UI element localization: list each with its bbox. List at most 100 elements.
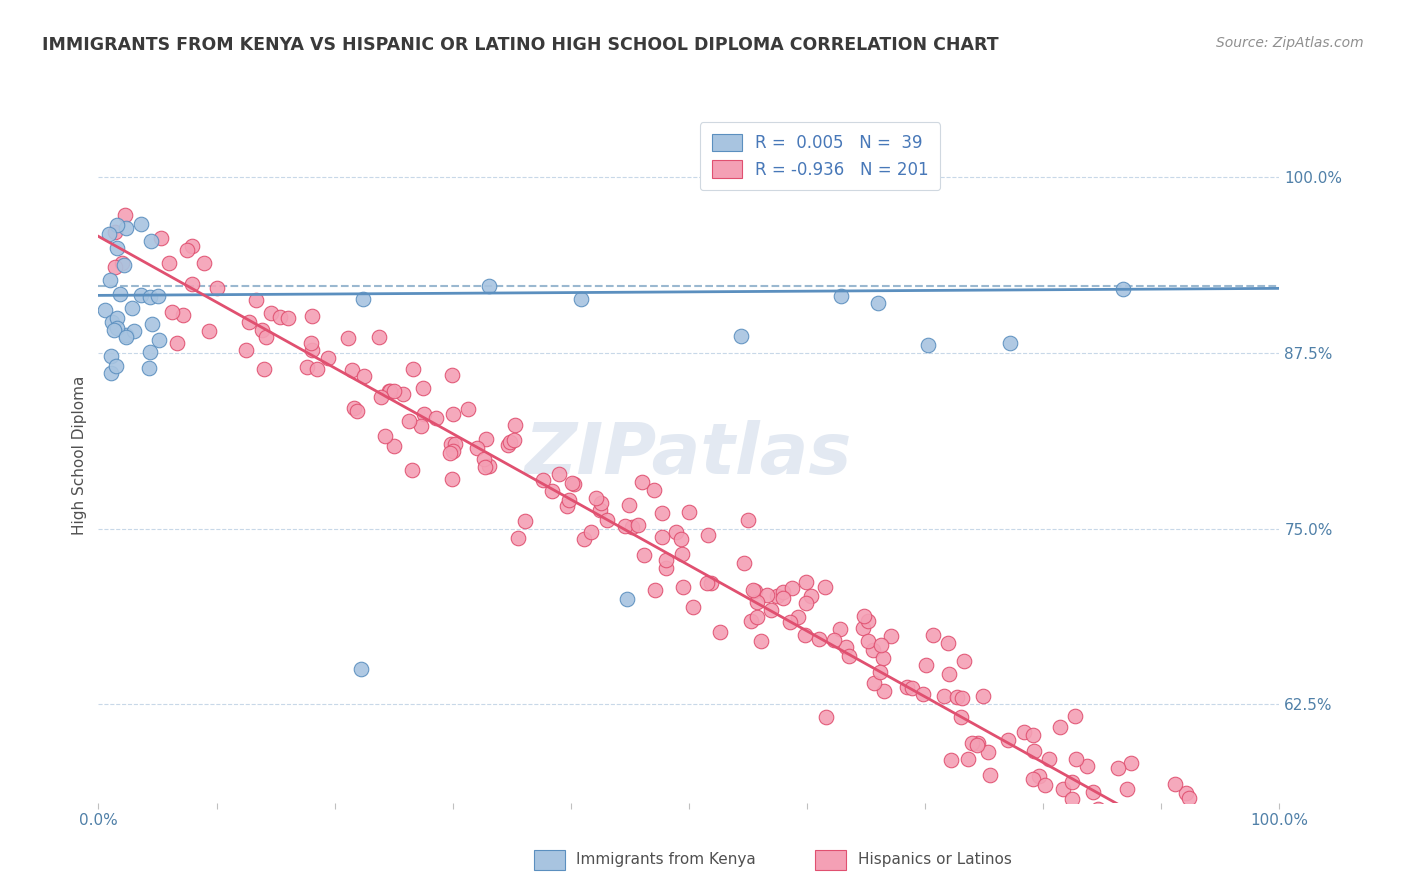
- Point: [1174, 786, 1197, 800]
- Point: [353, 369, 375, 384]
- Point: [503, 417, 526, 432]
- Point: [793, 628, 815, 642]
- Point: [967, 736, 990, 750]
- Point: [870, 638, 893, 652]
- Point: [346, 404, 368, 418]
- Point: [112, 259, 135, 273]
- Point: [1064, 709, 1087, 723]
- Text: IMMIGRANTS FROM KENYA VS HISPANIC OR LATINO HIGH SCHOOL DIPLOMA CORRELATION CHAR: IMMIGRANTS FROM KENYA VS HISPANIC OR LAT…: [42, 36, 998, 54]
- Point: [998, 335, 1021, 350]
- Point: [558, 492, 581, 507]
- Point: [957, 752, 980, 766]
- Point: [439, 446, 461, 460]
- Point: [198, 324, 221, 338]
- Point: [574, 532, 596, 546]
- Point: [696, 575, 718, 590]
- Point: [162, 305, 184, 319]
- Point: [402, 362, 425, 376]
- Point: [540, 484, 562, 499]
- Point: [972, 690, 994, 704]
- Point: [1182, 857, 1205, 871]
- Point: [709, 624, 731, 639]
- Point: [950, 691, 973, 706]
- Point: [180, 238, 202, 252]
- Point: [350, 662, 373, 676]
- Point: [1181, 890, 1204, 892]
- Point: [506, 531, 529, 545]
- Point: [979, 768, 1001, 782]
- Point: [737, 513, 759, 527]
- Point: [1178, 791, 1201, 805]
- Point: [368, 330, 391, 344]
- Point: [950, 710, 973, 724]
- Point: [122, 324, 145, 338]
- Point: [103, 323, 125, 337]
- Point: [444, 437, 467, 451]
- Point: [852, 621, 875, 635]
- Point: [105, 219, 128, 233]
- Point: [131, 288, 153, 302]
- Point: [1159, 840, 1181, 855]
- Point: [786, 610, 808, 624]
- Point: [297, 359, 319, 374]
- Point: [441, 444, 464, 458]
- Point: [564, 476, 586, 491]
- Point: [115, 330, 138, 344]
- Point: [1022, 772, 1045, 786]
- Point: [922, 628, 945, 642]
- Point: [1049, 721, 1071, 735]
- Point: [1105, 810, 1128, 824]
- Point: [531, 473, 554, 487]
- Point: [941, 753, 963, 767]
- Point: [277, 310, 299, 325]
- Point: [555, 499, 578, 513]
- Point: [138, 361, 160, 376]
- Point: [733, 556, 755, 570]
- Text: Hispanics or Latinos: Hispanics or Latinos: [858, 853, 1011, 867]
- Point: [741, 582, 763, 597]
- Point: [548, 467, 571, 482]
- Point: [472, 451, 495, 466]
- Point: [585, 491, 607, 506]
- Point: [301, 309, 323, 323]
- Point: [651, 506, 673, 520]
- Point: [1052, 782, 1074, 797]
- Point: [1107, 761, 1129, 775]
- Point: [938, 666, 960, 681]
- Legend: R =  0.005   N =  39, R = -0.936   N = 201: R = 0.005 N = 39, R = -0.936 N = 201: [700, 122, 941, 190]
- Point: [496, 437, 519, 451]
- Point: [1121, 756, 1143, 770]
- Point: [441, 472, 464, 486]
- Point: [900, 681, 922, 695]
- Point: [443, 407, 465, 421]
- Point: [1211, 838, 1233, 853]
- Point: [896, 681, 918, 695]
- Point: [150, 231, 173, 245]
- Point: [250, 323, 273, 337]
- Point: [104, 225, 127, 239]
- Point: [384, 384, 406, 398]
- Point: [596, 513, 619, 527]
- Point: [457, 402, 479, 417]
- Point: [808, 632, 831, 647]
- Point: [1062, 792, 1084, 806]
- Point: [823, 632, 845, 647]
- Point: [655, 560, 678, 574]
- Point: [616, 592, 638, 607]
- Point: [780, 581, 803, 595]
- Point: [671, 547, 693, 561]
- Point: [503, 434, 526, 448]
- Point: [1022, 744, 1045, 758]
- Point: [815, 710, 838, 724]
- Point: [579, 524, 602, 539]
- Point: [207, 281, 229, 295]
- Point: [392, 387, 415, 401]
- Point: [343, 401, 366, 416]
- Point: [98, 227, 121, 241]
- Point: [678, 505, 700, 519]
- Point: [166, 336, 188, 351]
- Point: [879, 630, 901, 644]
- Point: [121, 301, 143, 315]
- Point: [799, 589, 821, 603]
- Point: [672, 580, 695, 594]
